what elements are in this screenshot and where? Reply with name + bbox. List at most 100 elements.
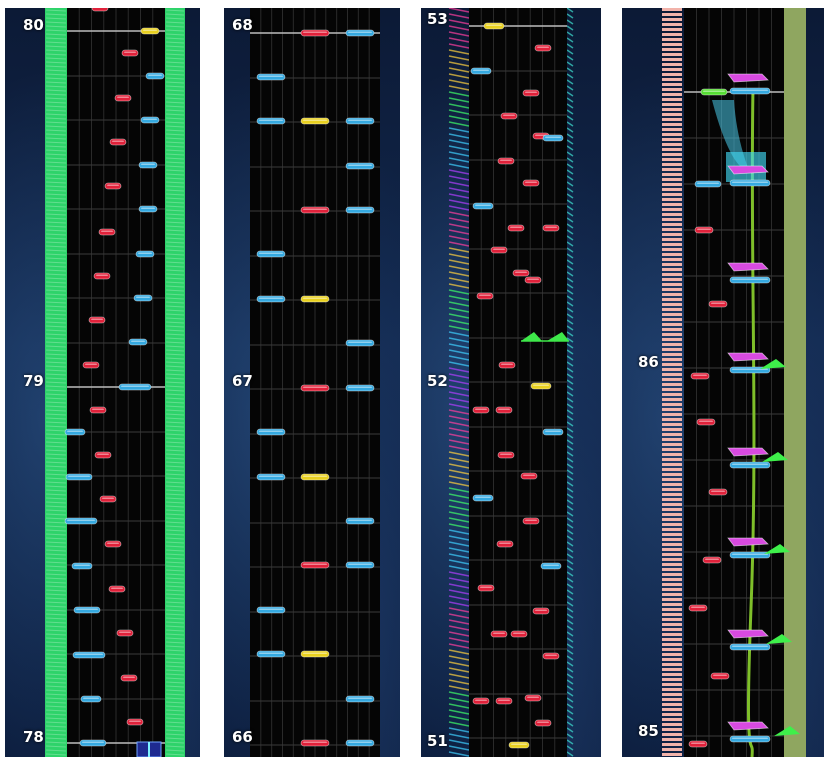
tap-note: [522, 517, 540, 525]
rainbow-edge: [448, 385, 470, 391]
rail-stripe: [165, 229, 185, 232]
rail-stripe: [165, 401, 185, 404]
rail-stripe: [45, 601, 67, 604]
note: [530, 382, 552, 390]
salmon-rail: [662, 208, 682, 211]
rail-stripe: [165, 61, 185, 64]
rail-stripe: [165, 737, 185, 740]
rail-stripe: [165, 437, 185, 440]
salmon-rail: [662, 198, 682, 201]
rainbow-edge: [448, 301, 470, 307]
flick-note: [727, 165, 769, 175]
rail-stripe: [45, 133, 67, 136]
rail-stripe: [165, 85, 185, 88]
cyan-edge: [566, 61, 574, 67]
slide-path: [746, 87, 756, 757]
note-shine: [259, 608, 283, 610]
note: [470, 67, 492, 75]
cyan-edge: [566, 109, 574, 115]
measure-number: 85: [638, 722, 659, 740]
rail-stripe: [45, 597, 67, 600]
cyan-edge: [566, 337, 574, 343]
rail-stripe: [165, 609, 185, 612]
rainbow-edge: [448, 559, 470, 565]
note-shine: [515, 271, 527, 273]
cyan-edge: [566, 475, 574, 481]
cyan-edge: [566, 79, 574, 85]
note: [256, 73, 286, 81]
note-shine: [303, 563, 327, 565]
cyan-edge: [566, 157, 574, 163]
salmon-rail: [662, 443, 682, 446]
rail-stripe: [165, 717, 185, 720]
rail-stripe: [45, 325, 67, 328]
salmon-rail: [662, 433, 682, 436]
cyan-edge: [566, 385, 574, 391]
rainbow-edge: [448, 697, 470, 703]
salmon-rail: [662, 123, 682, 126]
flick-note: [727, 447, 769, 457]
measure-number: 53: [427, 10, 448, 28]
note: [300, 384, 330, 392]
note-shine: [525, 519, 537, 521]
cyan-edge: [566, 517, 574, 523]
rail-stripe: [165, 221, 185, 224]
note-shine: [259, 652, 283, 654]
rail-stripe: [165, 465, 185, 468]
cyan-edge: [566, 247, 574, 253]
rail-stripe: [45, 121, 67, 124]
rainbow-edge: [448, 649, 470, 655]
note-shine: [545, 136, 561, 138]
salmon-rail: [662, 358, 682, 361]
rail-stripe: [165, 125, 185, 128]
rail-stripe: [45, 521, 67, 524]
cyan-edge: [566, 271, 574, 277]
rainbow-edge: [448, 655, 470, 661]
salmon-rail: [662, 538, 682, 541]
tap-note: [91, 8, 109, 12]
salmon-rail: [662, 328, 682, 331]
rail-stripe: [165, 209, 185, 212]
rail-stripe: [165, 545, 185, 548]
rainbow-edge: [448, 103, 470, 109]
cyan-edge: [566, 415, 574, 421]
rainbow-edge: [448, 61, 470, 67]
cyan-edge: [566, 583, 574, 589]
rail-stripe: [45, 425, 67, 428]
rail-stripe: [165, 137, 185, 140]
rail-stripe: [165, 277, 185, 280]
rail-stripe: [45, 533, 67, 536]
rail-stripe: [45, 361, 67, 364]
rail-stripe: [165, 77, 185, 80]
cyan-edge: [566, 637, 574, 643]
rainbow-edge: [448, 373, 470, 379]
note-shine: [732, 553, 768, 555]
salmon-rail: [662, 93, 682, 96]
note: [729, 87, 771, 95]
rail-stripe: [45, 633, 67, 636]
flick-note: [727, 629, 769, 639]
rail-stripe: [165, 117, 185, 120]
note-shine: [348, 519, 372, 521]
note-shine: [141, 163, 155, 165]
rail-stripe: [45, 57, 67, 60]
tap-note: [497, 157, 515, 165]
hold-note: [71, 562, 93, 570]
rail-stripe: [45, 541, 67, 544]
rail-stripe: [165, 333, 185, 336]
rainbow-edge: [448, 565, 470, 571]
rail-stripe: [165, 249, 185, 252]
rail-stripe: [165, 193, 185, 196]
side-rail: [45, 8, 67, 757]
cyan-edge: [566, 73, 574, 79]
salmon-rail: [662, 253, 682, 256]
rail-stripe: [45, 257, 67, 260]
rainbow-edge: [448, 13, 470, 19]
rail-stripe: [45, 85, 67, 88]
measure-number: 78: [23, 728, 44, 746]
rainbow-edge: [448, 553, 470, 559]
rainbow-edge: [448, 715, 470, 721]
rainbow-edge: [448, 439, 470, 445]
tap-note: [534, 719, 552, 727]
note-shine: [545, 654, 557, 656]
